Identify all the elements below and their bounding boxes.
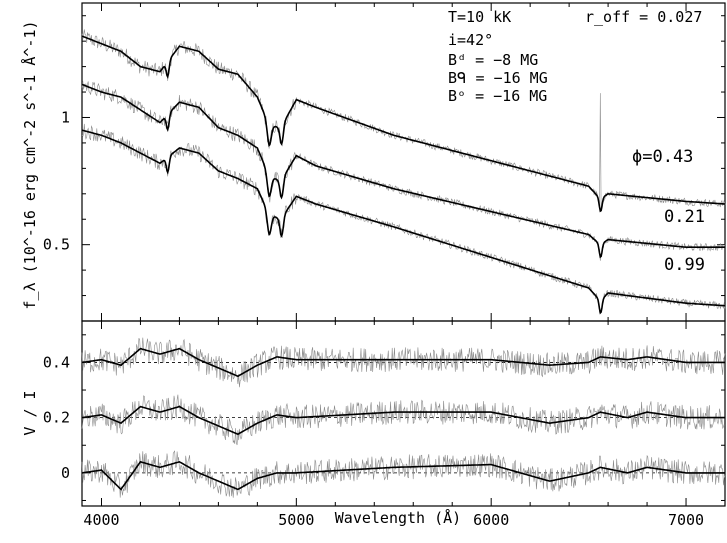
observed-flux-spectra — [81, 29, 726, 313]
annotation-dipole-field: Bᵈ = −8 MG — [448, 51, 538, 69]
observed-flux-line — [81, 29, 726, 208]
annotation-octupole-field: Bᵒ = −16 MG — [448, 87, 547, 105]
x-tick-label: 4000 — [83, 511, 119, 529]
y-tick-label-flux: 0.5 — [43, 236, 70, 254]
model-flux-line — [81, 129, 725, 315]
model-polarization-line — [81, 405, 725, 436]
polarization-panel-frame — [81, 320, 726, 507]
annotation-inclination: i=42° — [448, 31, 493, 49]
x-tick-label: 6000 — [473, 511, 509, 529]
annotation-quadrupole-field: Bᑫ = −16 MG — [448, 69, 548, 87]
phase-label-021: 0.21 — [664, 207, 705, 227]
model-polarization-line — [81, 460, 725, 491]
observed-flux-line — [81, 123, 726, 313]
model-polarization-line — [81, 347, 725, 378]
x-tick-label: 7000 — [668, 511, 704, 529]
y-tick-label-flux: 1 — [61, 108, 70, 126]
y-axis-label-flux: f_λ (10^-16 erg cm^-2 s^-1 Å^-1) — [20, 21, 39, 310]
model-flux-line — [81, 83, 725, 259]
y-tick-label-polarization: 0.2 — [43, 409, 70, 427]
x-tick-label: 5000 — [278, 511, 314, 529]
annotation-offset: r_off = 0.027 — [585, 8, 702, 26]
observed-polarization-line — [81, 450, 726, 498]
model-flux-spectra — [81, 35, 726, 315]
annotation-temperature: T=10 kK — [448, 8, 511, 26]
phase-label-099: 0.99 — [664, 255, 705, 275]
y-axis-label-polarization: V / I — [21, 390, 39, 435]
tick-labels: 4000 5000 6000 7000 0.5 1 0 0.2 0.4 — [43, 108, 704, 529]
x-axis-label: Wavelength (Å) — [335, 508, 461, 527]
model-flux-line — [81, 35, 726, 213]
model-polarization-spectra — [81, 347, 725, 491]
observed-flux-line — [81, 80, 726, 261]
phase-label-043: ϕ=0.43 — [632, 147, 693, 167]
y-tick-label-polarization: 0.4 — [43, 353, 70, 371]
axis-ticks — [82, 3, 726, 506]
y-tick-label-polarization: 0 — [61, 464, 70, 482]
observed-polarization-line — [81, 394, 726, 446]
